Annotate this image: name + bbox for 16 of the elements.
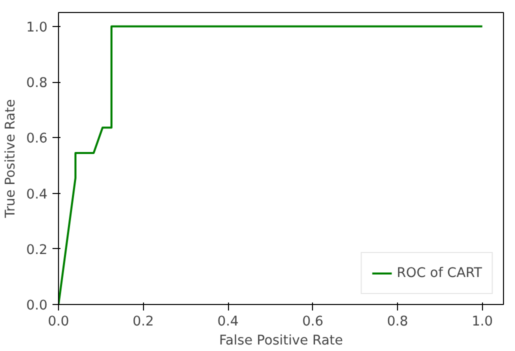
y-tick-label: 0.0 <box>26 298 48 314</box>
y-tick-label: 0.6 <box>26 132 48 147</box>
y-tick-label: 0.8 <box>26 76 48 92</box>
line-series <box>58 25 484 304</box>
x-tick-label: 0.8 <box>386 314 408 330</box>
y-tick-label: 0.4 <box>26 187 48 202</box>
legend-label: ROC of CART <box>396 266 482 280</box>
x-tick-label: 0.4 <box>217 314 239 330</box>
x-tick-label: 0.6 <box>302 314 324 330</box>
x-tick-label: 0.0 <box>48 314 70 330</box>
x-tick-label: 1.0 <box>472 314 493 330</box>
y-axis-title: True Positive Rate <box>3 99 18 219</box>
x-tick-label: 0.2 <box>132 314 154 330</box>
y-tick-label: 0.2 <box>26 242 48 258</box>
x-axis-title: False Positive Rate <box>219 334 343 348</box>
y-tick-label: 1.0 <box>26 20 48 36</box>
